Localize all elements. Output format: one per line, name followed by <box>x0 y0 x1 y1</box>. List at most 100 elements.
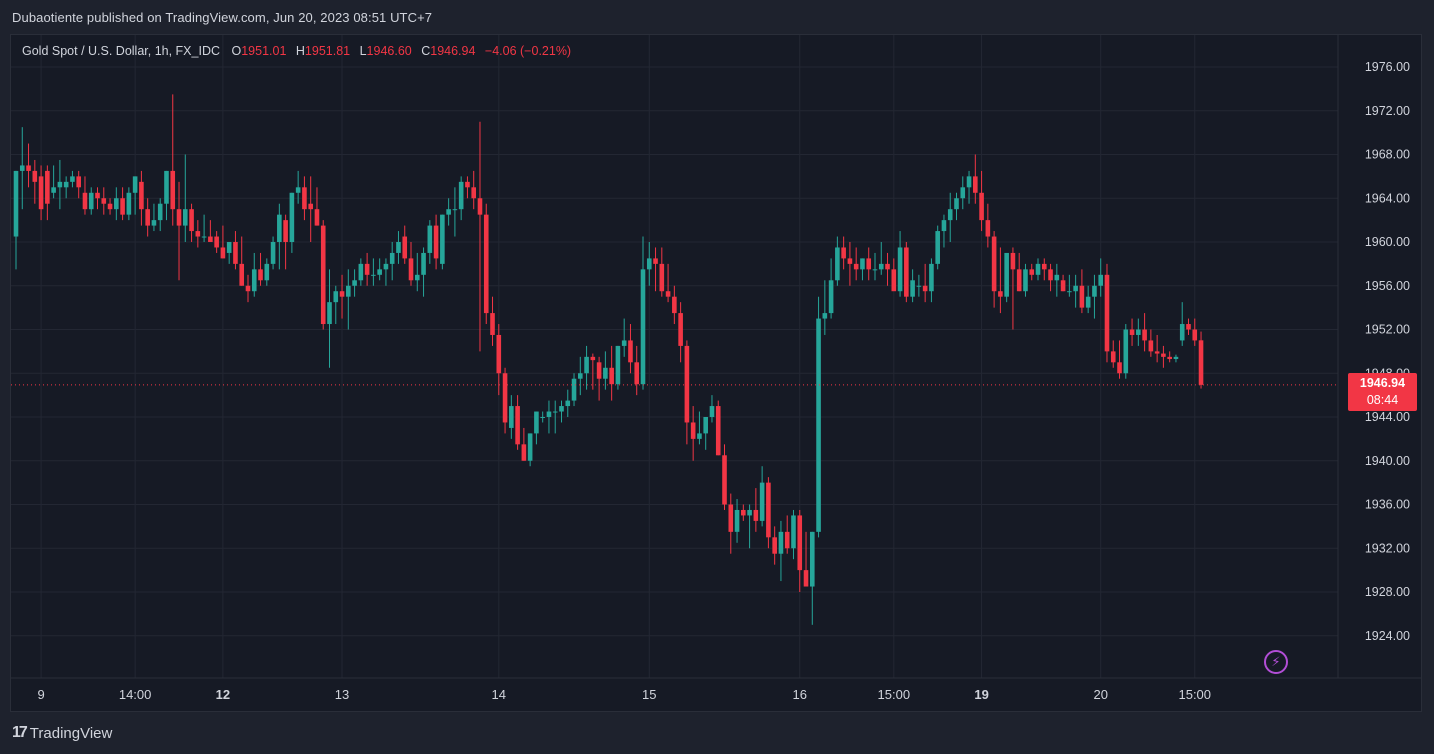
candle[interactable] <box>904 242 909 303</box>
candle[interactable] <box>1079 269 1085 314</box>
candle[interactable] <box>132 176 138 215</box>
candle[interactable] <box>728 493 734 554</box>
candle[interactable] <box>741 504 746 521</box>
candle[interactable] <box>615 345 621 390</box>
candle[interactable] <box>389 242 395 281</box>
candle[interactable] <box>621 318 627 357</box>
candle[interactable] <box>371 258 376 286</box>
candle[interactable] <box>308 176 313 242</box>
candle[interactable] <box>784 515 790 554</box>
candle[interactable] <box>189 203 194 242</box>
candle[interactable] <box>38 165 44 221</box>
candle[interactable] <box>458 176 464 221</box>
candle[interactable] <box>1136 318 1141 346</box>
candle[interactable] <box>1123 324 1129 379</box>
candle[interactable] <box>364 252 370 286</box>
candle[interactable] <box>1085 285 1091 314</box>
candle[interactable] <box>753 488 759 532</box>
candle[interactable] <box>88 187 94 215</box>
candle[interactable] <box>878 242 884 275</box>
candle[interactable] <box>57 159 63 210</box>
candle[interactable] <box>897 231 903 297</box>
candle[interactable] <box>809 531 815 625</box>
candle[interactable] <box>565 389 571 417</box>
candle[interactable] <box>791 509 796 560</box>
candle[interactable] <box>584 345 589 390</box>
candle[interactable] <box>1142 313 1147 352</box>
candle[interactable] <box>998 247 1003 314</box>
candle[interactable] <box>941 214 947 248</box>
candle[interactable] <box>609 345 614 401</box>
candle[interactable] <box>872 252 878 281</box>
candle[interactable] <box>546 400 552 434</box>
candle[interactable] <box>1154 334 1160 363</box>
candle[interactable] <box>1010 247 1016 330</box>
candle[interactable] <box>1179 302 1185 346</box>
candle[interactable] <box>170 94 176 226</box>
candle[interactable] <box>822 280 828 335</box>
candle[interactable] <box>220 225 226 259</box>
candle[interactable] <box>929 258 934 303</box>
candle[interactable] <box>559 400 564 423</box>
candle[interactable] <box>377 258 382 281</box>
candle[interactable] <box>1041 258 1047 281</box>
candle[interactable] <box>590 353 596 390</box>
candle[interactable] <box>1029 263 1035 281</box>
candle[interactable] <box>628 324 633 374</box>
candle[interactable] <box>1192 318 1198 346</box>
candle[interactable] <box>51 165 56 199</box>
candle[interactable] <box>646 242 652 286</box>
candle[interactable] <box>509 395 514 439</box>
candle[interactable] <box>396 231 401 264</box>
candle[interactable] <box>853 247 859 281</box>
candle[interactable] <box>860 258 865 281</box>
candle[interactable] <box>13 170 19 270</box>
candle[interactable] <box>1060 274 1066 292</box>
candle[interactable] <box>19 127 25 210</box>
candle[interactable] <box>634 345 640 396</box>
candle[interactable] <box>1016 252 1022 292</box>
lightning-icon[interactable]: ⚡ <box>1264 650 1288 674</box>
candle[interactable] <box>1048 263 1053 292</box>
candle[interactable] <box>139 170 144 226</box>
candle[interactable] <box>828 258 834 319</box>
candle[interactable] <box>947 192 953 242</box>
candle[interactable] <box>70 170 75 188</box>
candle[interactable] <box>126 187 132 221</box>
candle[interactable] <box>797 509 803 592</box>
candle[interactable] <box>258 252 263 286</box>
candle[interactable] <box>910 269 915 303</box>
candle[interactable] <box>1129 318 1135 346</box>
candle[interactable] <box>26 143 31 188</box>
candle[interactable] <box>477 121 483 352</box>
candle[interactable] <box>440 214 445 270</box>
candle[interactable] <box>515 395 520 450</box>
candle[interactable] <box>866 247 872 281</box>
candle[interactable] <box>734 499 740 543</box>
candle[interactable] <box>1004 252 1009 303</box>
candle[interactable] <box>891 258 897 292</box>
candle[interactable] <box>1104 263 1110 363</box>
candle[interactable] <box>1110 340 1116 368</box>
candle[interactable] <box>496 324 502 396</box>
candle[interactable] <box>327 269 332 368</box>
candle[interactable] <box>1035 258 1041 281</box>
candle[interactable] <box>1173 354 1179 363</box>
candle[interactable] <box>157 198 163 232</box>
candle[interactable] <box>245 274 251 303</box>
candle[interactable] <box>534 411 539 445</box>
candle[interactable] <box>195 220 201 248</box>
candle[interactable] <box>690 406 696 461</box>
candle[interactable] <box>320 220 326 330</box>
candle[interactable] <box>339 274 345 319</box>
candle[interactable] <box>1092 274 1097 319</box>
candle[interactable] <box>107 198 113 215</box>
candle[interactable] <box>45 165 50 221</box>
candle[interactable] <box>722 444 727 510</box>
candle[interactable] <box>540 411 545 423</box>
candle[interactable] <box>1198 331 1204 389</box>
candle[interactable] <box>402 225 408 264</box>
candle[interactable] <box>283 214 288 270</box>
candle[interactable] <box>446 198 451 226</box>
candle[interactable] <box>816 296 821 538</box>
